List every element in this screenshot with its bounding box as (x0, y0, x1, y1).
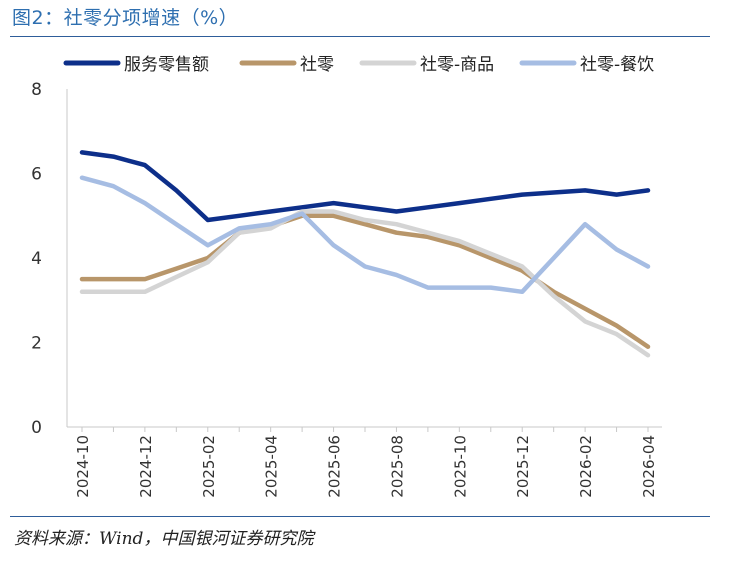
series-line-2 (79, 213, 651, 349)
x-tick-label: 2024-12 (137, 435, 155, 498)
series-line-1 (79, 150, 651, 223)
y-axis: 0 2 4 6 8 (31, 80, 68, 438)
x-tick-label: 2024-10 (74, 435, 92, 498)
series-layer (79, 150, 651, 358)
x-tick-label: 2025-10 (451, 435, 469, 498)
y-tick-label: 4 (31, 249, 42, 269)
top-rule (10, 36, 710, 37)
figure-title: 图2：社零分项增速（%） (12, 7, 239, 29)
x-tick-label: 2025-08 (388, 435, 406, 498)
legend-label-1: 服务零售额 (124, 55, 209, 75)
x-tick-label: 2025-06 (326, 435, 344, 498)
x-tick-label: 2025-02 (200, 435, 218, 498)
x-axis: 2024-10 2024-12 2025-02 2025-04 2025-06 2025-… (67, 426, 662, 498)
y-tick-label: 6 (31, 165, 42, 185)
x-tick-label: 2025-12 (514, 435, 532, 498)
bottom-rule (10, 516, 710, 517)
legend-label-4: 社零-餐饮 (580, 55, 654, 75)
x-tick-label: 2025-04 (263, 435, 281, 498)
legend-label-3: 社零-商品 (420, 55, 494, 75)
series-line-4 (79, 175, 651, 295)
x-tick-label: 2026-04 (640, 435, 658, 498)
legend-label-2: 社零 (300, 55, 334, 75)
y-tick-label: 0 (31, 418, 42, 438)
series-line-3 (79, 209, 651, 358)
source-note: 资料来源：Wind，中国银河证券研究院 (14, 529, 314, 549)
x-tick-label: 2026-02 (577, 435, 595, 498)
y-tick-label: 2 (31, 334, 42, 354)
legend: 服务零售额 社零 社零-商品 社零-餐饮 (63, 55, 654, 75)
y-tick-label: 8 (31, 80, 42, 100)
